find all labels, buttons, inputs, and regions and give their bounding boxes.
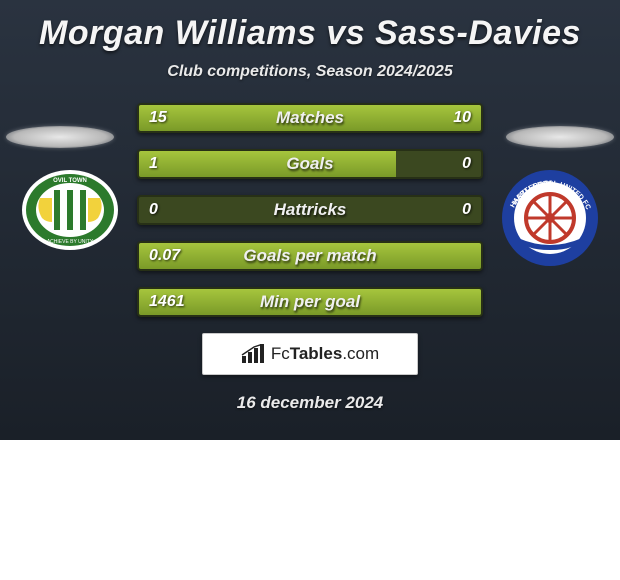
page-title: Morgan Williams vs Sass-Davies (0, 0, 620, 53)
hartlepool-crest-icon: HARTLEPOOL HARTLEPOOL UNITED FC (500, 168, 600, 268)
chart-bars-icon (241, 344, 265, 364)
stat-row: Matches1510 (137, 103, 483, 133)
bar-left (139, 289, 481, 315)
bar-right (344, 105, 481, 131)
stat-row: Hattricks00 (137, 195, 483, 225)
yeovil-crest-icon: OVIL TOWN ACHIEVE BY UNITY (20, 168, 120, 268)
svg-text:OVIL TOWN: OVIL TOWN (53, 178, 87, 184)
empty-area (0, 440, 620, 580)
club-crest-left: OVIL TOWN ACHIEVE BY UNITY (20, 168, 120, 268)
bar-track (396, 151, 482, 177)
bar-left (139, 243, 481, 269)
stat-row: Min per goal1461 (137, 287, 483, 317)
crest-shadow-right (506, 126, 614, 148)
bar-track (139, 197, 481, 223)
hero-panel: Morgan Williams vs Sass-Davies Club comp… (0, 0, 620, 440)
club-crest-right: HARTLEPOOL HARTLEPOOL UNITED FC (500, 168, 600, 268)
svg-text:ACHIEVE BY UNITY: ACHIEVE BY UNITY (47, 239, 94, 245)
crest-shadow-left (6, 126, 114, 148)
stat-row: Goals10 (137, 149, 483, 179)
bar-left (139, 151, 396, 177)
stat-row: Goals per match0.07 (137, 241, 483, 271)
page-subtitle: Club competitions, Season 2024/2025 (0, 63, 620, 81)
stats-container: Matches1510 Goals10 Hattricks00 Goals per m… (137, 103, 483, 317)
date-text: 16 december 2024 (0, 393, 620, 413)
bar-left (139, 105, 344, 131)
brand-box: FcTables.com (202, 333, 418, 375)
brand-text: FcTables.com (271, 344, 379, 364)
